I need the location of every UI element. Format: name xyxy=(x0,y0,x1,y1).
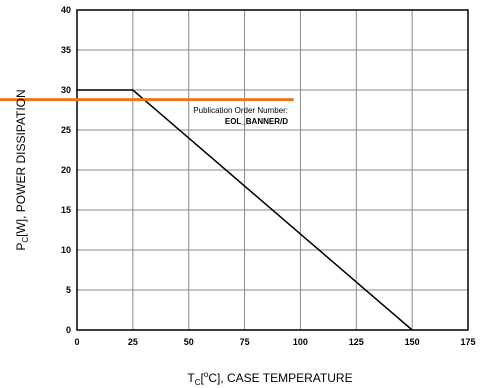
series-layer xyxy=(77,89,413,331)
x-tick-label: 150 xyxy=(405,337,420,347)
grid-lines xyxy=(77,10,468,330)
x-tick-label: 50 xyxy=(184,337,194,347)
x-tick-label: 100 xyxy=(293,337,308,347)
y-axis-title: PC[W], POWER DISSIPATION xyxy=(14,89,30,250)
y-tick-label: 25 xyxy=(61,125,71,135)
x-tick-label: 25 xyxy=(128,337,138,347)
y-tick-label: 30 xyxy=(61,85,71,95)
y-tick-labels: 0 5 10 15 20 25 30 35 40 xyxy=(61,5,71,335)
banner-code: EOL_BANNER/D xyxy=(225,117,288,126)
x-tick-label: 125 xyxy=(349,337,364,347)
y-tick-label: 0 xyxy=(66,325,71,335)
x-axis-title: TC[oC], CASE TEMPERATURE xyxy=(187,370,352,387)
y-tick-label: 40 xyxy=(61,5,71,15)
x-tick-labels: 0 25 50 75 100 125 150 175 xyxy=(74,337,475,347)
x-tick-label: 75 xyxy=(240,337,250,347)
y-tick-label: 10 xyxy=(61,245,71,255)
plot-frame xyxy=(76,9,469,331)
y-tick-label: 35 xyxy=(61,45,71,55)
y-tick-label: 5 xyxy=(66,285,71,295)
y-tick-label: 20 xyxy=(61,165,71,175)
y-tick-label: 15 xyxy=(61,205,71,215)
banner-text: Publication Order Number: xyxy=(193,106,288,115)
x-tick-label: 175 xyxy=(460,337,475,347)
derating-curve xyxy=(77,89,413,331)
x-tick-label: 0 xyxy=(74,337,79,347)
